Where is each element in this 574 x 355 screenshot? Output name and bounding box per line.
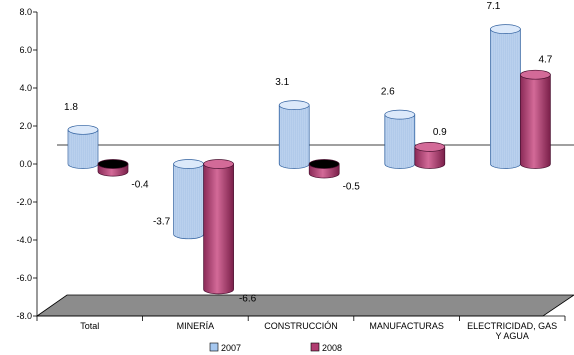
data-label-2007-0: 1.8 (64, 102, 78, 113)
category-label-0: Total (80, 321, 99, 331)
y-tick-label: -6.0 (16, 273, 32, 283)
category-label-3: MANUFACTURAS (369, 321, 444, 331)
bars (67, 24, 551, 295)
data-labels: 1.8 -0.4 -3.7 -6.6 3.1 -0.5 2.6 0.9 7.1 4.7 (64, 1, 553, 304)
y-axis: 8.0 6.0 4.0 2.0 0.0 -2.0 -4.0 -6.0 -8.0 (16, 7, 566, 321)
bar-2008-0 (97, 159, 129, 177)
legend-label: 2008 (322, 343, 342, 353)
legend-item-2007: 2007 (209, 342, 241, 353)
data-label-2008-4: 4.7 (538, 55, 552, 66)
bar-2008-1 (203, 159, 234, 295)
legend-item-2008: 2008 (310, 342, 342, 353)
data-label-2007-2: 3.1 (275, 77, 289, 88)
data-label-2008-2: -0.5 (343, 182, 361, 193)
legend: 2007 2008 (209, 342, 342, 353)
data-label-2007-4: 7.1 (486, 1, 500, 12)
bar-2007-2 (278, 100, 310, 169)
bar-2008-3 (414, 142, 446, 169)
category-label-1: MINERÍA (177, 321, 215, 331)
y-tick-label: -2.0 (16, 197, 32, 207)
legend-swatch (209, 342, 219, 352)
bar-2007-3 (384, 109, 416, 169)
data-label-2008-3: 0.9 (433, 127, 447, 138)
y-tick-label: -4.0 (16, 235, 32, 245)
data-label-2007-3: 2.6 (381, 87, 395, 98)
y-tick-label: 4.0 (19, 83, 32, 93)
category-labels: Total MINERÍA CONSTRUCCIÓN MANUFACTURAS ELEC… (80, 321, 557, 341)
y-tick-label: 2.0 (19, 121, 32, 131)
category-label-2: CONSTRUCCIÓN (264, 321, 338, 331)
data-label-2008-1: -6.6 (239, 293, 257, 304)
legend-swatch (310, 342, 320, 352)
bar-2007-1 (173, 159, 204, 240)
y-tick-label: 0.0 (19, 159, 32, 169)
chart-floor (35, 294, 574, 317)
bar-2008-4 (520, 69, 551, 169)
bar-2008-2 (308, 159, 340, 179)
y-tick-label: -8.0 (16, 311, 32, 321)
data-label-2008-0: -0.4 (131, 180, 149, 191)
legend-label: 2007 (221, 343, 241, 353)
y-tick-label: 8.0 (19, 7, 32, 17)
y-tick-label: 6.0 (19, 45, 32, 55)
bar-2007-4 (490, 24, 521, 169)
bar-2007-0 (67, 124, 99, 169)
data-label-2007-1: -3.7 (153, 216, 171, 227)
category-label-4: ELECTRICIDAD, GAS Y AGUA (467, 321, 557, 341)
